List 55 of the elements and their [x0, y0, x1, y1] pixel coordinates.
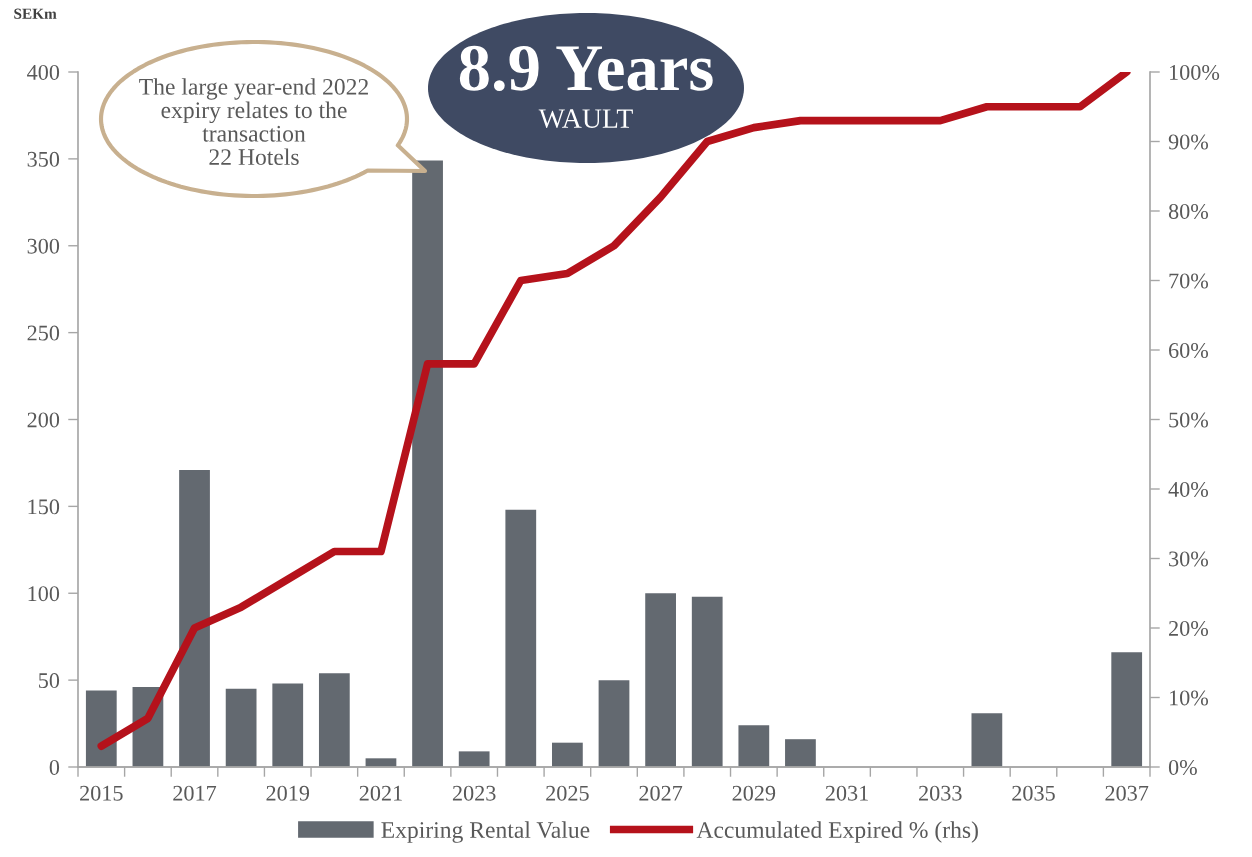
bar	[971, 713, 1003, 767]
y-tick-label: 350	[27, 151, 60, 167]
y2-tick-label: 0%	[1168, 759, 1197, 775]
annotation: The large year-end 2022 expiry relates to the transaction 22 Hotels	[139, 78, 368, 166]
bar	[179, 469, 210, 767]
bar	[225, 688, 257, 767]
bar	[505, 509, 537, 767]
y-tick-label: 0	[49, 759, 60, 775]
y-tick-label: 50	[39, 673, 60, 689]
x-tick-label: 2017	[173, 785, 217, 801]
bar	[785, 739, 816, 767]
legend-label: Expiring Rental Value	[381, 821, 590, 843]
x-tick-label: 2019	[266, 785, 310, 801]
y2-tick-label: 80%	[1168, 203, 1209, 219]
annotation: 8.9 Years	[459, 45, 713, 91]
y-tick-label: 150	[28, 499, 60, 515]
y-tick-label: 200	[27, 412, 60, 428]
x-tick-label: 2029	[732, 785, 776, 801]
bar	[598, 680, 630, 767]
y-axis-title: SEKm	[14, 8, 57, 19]
y-tick-label: 300	[27, 238, 60, 254]
x-tick-label: 2033	[919, 785, 962, 801]
y2-tick-label: 90%	[1168, 134, 1209, 150]
bar	[365, 758, 397, 767]
x-tick-label: 2031	[825, 785, 868, 801]
y-tick-label: 400	[27, 64, 60, 80]
y-tick-label: 100	[28, 586, 60, 602]
x-tick-label: 2035	[1012, 785, 1055, 801]
y2-tick-label: 10%	[1170, 690, 1209, 706]
x-tick-label: 2037	[1105, 785, 1149, 801]
bar	[738, 725, 770, 767]
bar	[412, 160, 443, 767]
x-tick-label: 2015	[80, 785, 123, 801]
x-tick-label: 2023	[452, 785, 496, 801]
y2-tick-label: 70%	[1169, 273, 1209, 289]
x-tick-label: 2021	[359, 785, 402, 801]
y2-tick-label: 100%	[1170, 64, 1220, 80]
y2-tick-label: 60%	[1169, 342, 1209, 358]
bar	[318, 673, 350, 767]
y-tick-label: 250	[27, 325, 60, 341]
y2-tick-label: 30%	[1169, 551, 1209, 567]
bar	[1111, 652, 1143, 767]
x-tick-label: 2025	[546, 785, 589, 801]
bar	[552, 742, 583, 767]
bar	[85, 690, 117, 767]
legend-label: Accumulated Expired % (rhs)	[696, 821, 978, 843]
bar	[691, 596, 723, 767]
bar	[458, 751, 490, 767]
annotation: WAULT	[538, 109, 633, 129]
bar	[272, 683, 304, 767]
y2-tick-label: 50%	[1169, 412, 1209, 428]
x-tick-label: 2027	[639, 785, 683, 801]
bar	[645, 593, 676, 767]
y2-tick-label: 20%	[1169, 620, 1209, 636]
y2-tick-label: 40%	[1168, 481, 1209, 497]
